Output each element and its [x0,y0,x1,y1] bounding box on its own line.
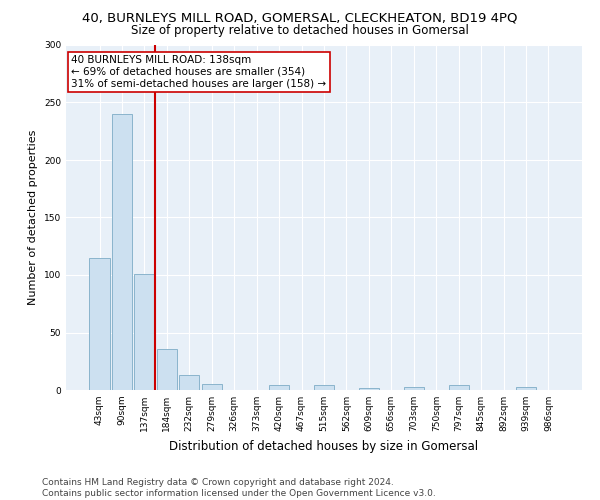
X-axis label: Distribution of detached houses by size in Gomersal: Distribution of detached houses by size … [169,440,479,452]
Bar [404,386,424,390]
Bar [179,375,199,390]
Bar [449,386,469,390]
Text: Size of property relative to detached houses in Gomersal: Size of property relative to detached ho… [131,24,469,37]
Bar [134,274,155,390]
Bar [112,114,132,390]
Bar [516,386,536,390]
Bar [202,384,222,390]
Bar [314,386,334,390]
Y-axis label: Number of detached properties: Number of detached properties [28,130,38,305]
Text: 40 BURNLEYS MILL ROAD: 138sqm
← 69% of detached houses are smaller (354)
31% of : 40 BURNLEYS MILL ROAD: 138sqm ← 69% of d… [71,56,326,88]
Bar [269,386,289,390]
Bar [359,388,379,390]
Text: 40, BURNLEYS MILL ROAD, GOMERSAL, CLECKHEATON, BD19 4PQ: 40, BURNLEYS MILL ROAD, GOMERSAL, CLECKH… [82,12,518,24]
Bar [89,258,110,390]
Text: Contains HM Land Registry data © Crown copyright and database right 2024.
Contai: Contains HM Land Registry data © Crown c… [42,478,436,498]
Bar [157,348,177,390]
